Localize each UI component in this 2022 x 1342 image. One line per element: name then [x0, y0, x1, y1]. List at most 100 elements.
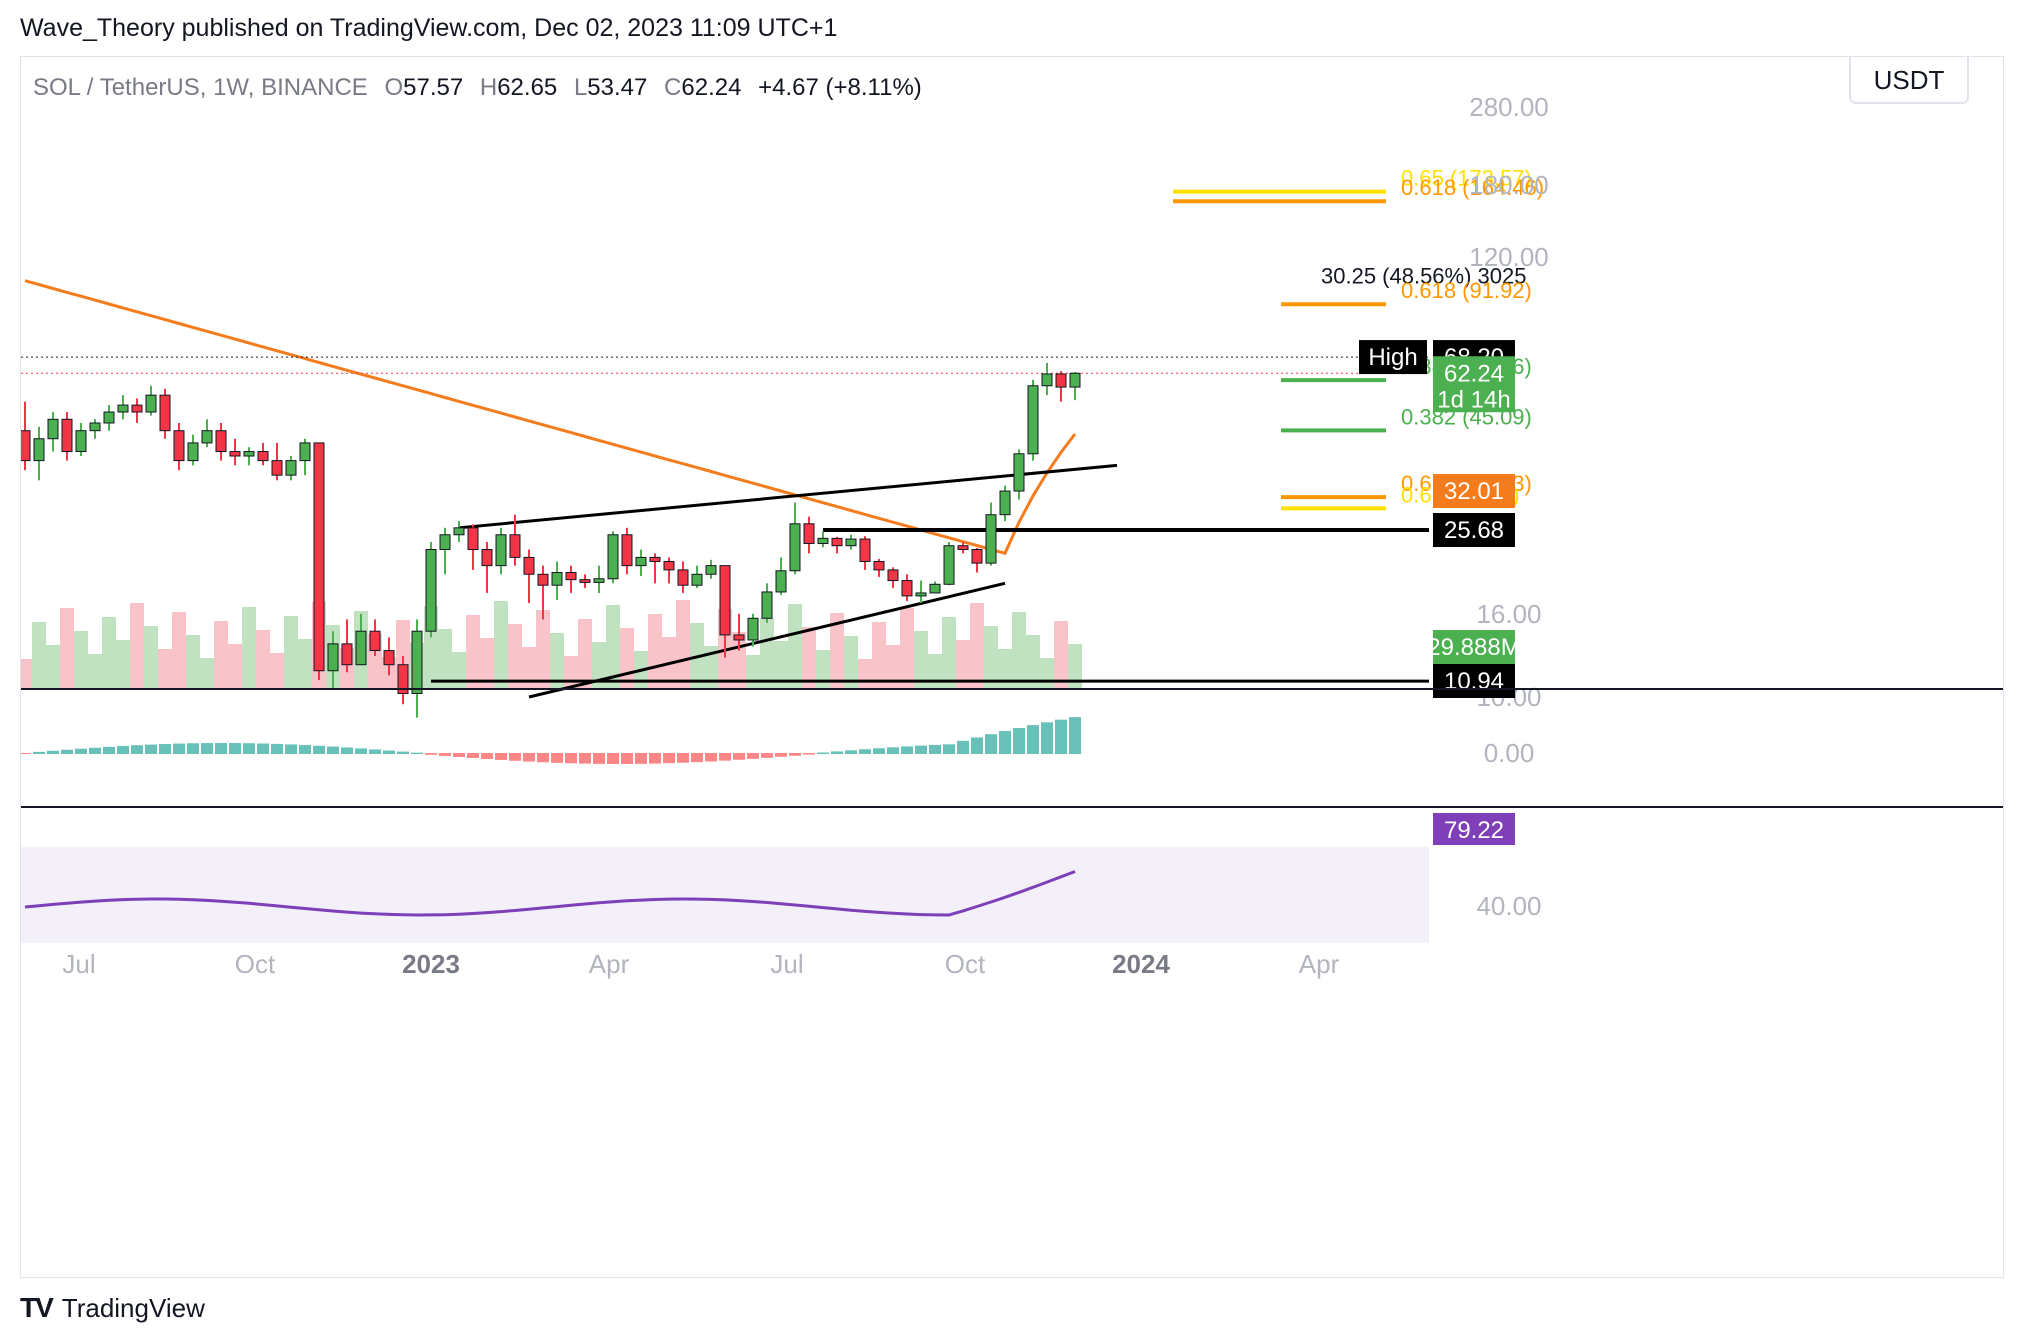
- candle-body: [635, 556, 647, 567]
- volume-bar: [88, 654, 102, 689]
- macd-histogram-bar: [271, 743, 283, 754]
- volume-bar: [256, 630, 270, 689]
- candle-body: [397, 664, 409, 694]
- time-axis-label: 2023: [402, 949, 460, 979]
- macd-histogram-bar: [887, 747, 899, 754]
- upper-trend-line: [458, 463, 1118, 530]
- candle-body: [565, 572, 577, 581]
- footer[interactable]: TV TradingView: [20, 1292, 205, 1324]
- macd-histogram-bar: [747, 753, 759, 759]
- chart-container[interactable]: 0.65 (173.57) 0.618 (164.46) 30.25 (48.56%…: [20, 56, 2004, 1278]
- legend-low-value: 53.47: [587, 74, 647, 101]
- macd-axis-label: 0.00: [1484, 738, 1535, 768]
- macd-histogram-bar: [1041, 722, 1053, 754]
- price-label-badge: [1433, 473, 1515, 508]
- volume-bar: [872, 622, 886, 689]
- candle-body: [523, 556, 535, 575]
- candle-body: [1041, 373, 1053, 387]
- candle-body: [803, 523, 815, 544]
- macd-histogram-bar: [509, 753, 521, 761]
- macd-histogram-bar: [845, 750, 857, 754]
- candle-body: [299, 442, 311, 462]
- macd-histogram-bar: [621, 753, 633, 764]
- macd-histogram-bar: [243, 743, 255, 754]
- volume-bar: [1054, 621, 1068, 689]
- price-label-badge: [1433, 664, 1515, 698]
- time-axis-label: Oct: [945, 949, 986, 979]
- fib-annotation: 0.65 (173.57): [1401, 166, 1532, 191]
- macd-histogram-bar: [775, 753, 787, 757]
- candle-body: [775, 570, 787, 593]
- volume-bar: [228, 644, 242, 689]
- macd-histogram-bar: [803, 753, 815, 755]
- rsi-pane: 40.00 79.22: [21, 813, 1542, 943]
- candle-body: [47, 418, 59, 440]
- candle-body: [173, 430, 185, 462]
- time-axis-label: Apr: [1299, 949, 1340, 979]
- macd-histogram-bar: [75, 748, 87, 754]
- macd-histogram-bar: [327, 746, 339, 754]
- candle-body: [89, 422, 101, 432]
- candle-body: [887, 569, 899, 582]
- macd-histogram-bar: [929, 744, 941, 754]
- currency-button[interactable]: USDT: [1849, 57, 1969, 104]
- volume-bar: [592, 642, 606, 689]
- publish-line: Wave_Theory published on TradingView.com…: [20, 14, 838, 42]
- volume-bar: [648, 614, 662, 689]
- candle-body: [33, 438, 45, 462]
- macd-histogram-bar: [439, 753, 451, 756]
- macd-histogram-bar: [733, 753, 745, 760]
- macd-histogram-bar: [663, 753, 675, 764]
- volume-bar: [46, 645, 60, 689]
- macd-histogram-bar: [21, 753, 31, 754]
- candle-body: [621, 534, 633, 567]
- candle-body: [383, 650, 395, 666]
- macd-histogram-bar: [187, 743, 199, 754]
- macd-histogram-bar: [299, 745, 311, 754]
- fib-annotation: 0.618 (164.46): [1401, 175, 1544, 200]
- volume-bar: [522, 647, 536, 689]
- candle-body: [551, 572, 563, 586]
- macd-histogram-bar: [173, 743, 185, 754]
- macd-histogram-bar: [495, 753, 507, 760]
- volume-bar: [1012, 612, 1026, 689]
- candle-body: [229, 451, 241, 457]
- macd-histogram-bar: [691, 753, 703, 763]
- macd-histogram-bar: [649, 753, 661, 764]
- macd-histogram-bar: [999, 731, 1011, 754]
- macd-histogram-bar: [705, 753, 717, 762]
- candle-body: [649, 556, 661, 562]
- volume-bar: [816, 650, 830, 689]
- candle-body: [705, 565, 717, 575]
- price-tick-label: 120.00: [1469, 242, 1549, 272]
- candle-body: [747, 617, 759, 641]
- volume-bar: [928, 654, 942, 689]
- candle-body: [103, 411, 115, 424]
- macd-histogram-bar: [313, 745, 325, 754]
- candle-body: [21, 430, 31, 462]
- candle-body: [1069, 372, 1081, 388]
- fib-annotation: 30.25 (48.56%) 3025: [1321, 263, 1527, 288]
- candle-body: [593, 578, 605, 583]
- volume-bar: [830, 613, 844, 689]
- candle-body: [257, 451, 269, 462]
- candle-body: [789, 523, 801, 572]
- candle-body: [579, 579, 591, 583]
- macd-histogram-bar: [593, 753, 605, 764]
- chart-svg[interactable]: 0.65 (173.57)0.618 (164.46) 30.25 (48.56%…: [21, 57, 2003, 1277]
- volume-bar: [74, 631, 88, 689]
- legend: SOL / TetherUS, 1W, BINANCE O57.57 H62.6…: [33, 74, 922, 101]
- candle-body: [243, 451, 255, 457]
- candle-body: [831, 537, 843, 547]
- macd-histogram-bar: [537, 753, 549, 763]
- candle-body: [607, 534, 619, 580]
- legend-close-label: C: [664, 74, 681, 101]
- moving-average-line: [24, 279, 1077, 556]
- volume-bar: [60, 608, 74, 689]
- candle-body: [733, 634, 745, 641]
- price-tick-label: 280.00: [1469, 92, 1549, 122]
- volume-bar: [21, 659, 32, 689]
- volume-bar: [144, 626, 158, 689]
- price-label: 32.01: [1444, 478, 1504, 505]
